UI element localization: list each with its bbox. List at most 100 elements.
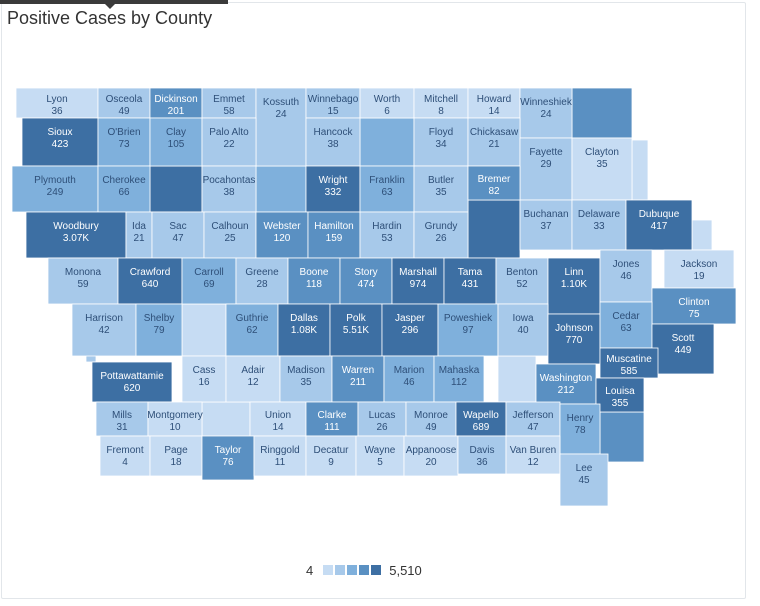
county-wayne[interactable] — [355, 435, 405, 477]
county-clarke[interactable] — [305, 401, 359, 437]
county-calhoun[interactable] — [203, 211, 257, 259]
county-name-story: Story — [354, 267, 377, 278]
county-shape-2[interactable] — [149, 165, 203, 213]
county-woodbury[interactable] — [25, 211, 127, 259]
county-value-ida: 21 — [133, 233, 145, 244]
county-delaware[interactable] — [571, 199, 627, 251]
county-shape-4[interactable] — [467, 199, 521, 259]
county-shape-6[interactable] — [497, 355, 537, 403]
county-value-poweshiek: 97 — [462, 325, 474, 336]
county-poweshiek[interactable] — [437, 303, 499, 357]
county-hamilton[interactable] — [307, 211, 361, 259]
county-bremer[interactable] — [467, 165, 521, 201]
county-wapello[interactable] — [455, 401, 507, 437]
county-butler[interactable] — [413, 165, 469, 213]
county-union[interactable] — [249, 401, 307, 437]
county-winneshiek[interactable] — [519, 87, 573, 139]
county-fremont[interactable] — [99, 435, 151, 477]
county-montgomery[interactable] — [147, 401, 203, 437]
county-value-montgomery: 10 — [169, 422, 181, 433]
county-carroll[interactable] — [181, 257, 237, 305]
county-boone[interactable] — [287, 257, 341, 305]
county-shape-3[interactable] — [255, 165, 307, 213]
county-shape-5[interactable] — [181, 303, 227, 357]
county-iowa[interactable] — [497, 303, 549, 357]
county-tama[interactable] — [443, 257, 497, 305]
county-floyd[interactable] — [413, 117, 469, 167]
county-name-washington: Washington — [540, 373, 592, 384]
county-johnson[interactable] — [547, 313, 601, 365]
county-page[interactable] — [149, 435, 203, 477]
county-polk[interactable] — [329, 303, 383, 357]
county-shelby[interactable] — [135, 303, 183, 357]
county-lyon[interactable] — [15, 87, 99, 119]
county-hancock[interactable] — [305, 117, 361, 167]
county-value-lee: 45 — [578, 475, 590, 486]
county-jones[interactable] — [599, 249, 653, 303]
county-worth[interactable] — [359, 87, 415, 119]
county-name-fayette: Fayette — [529, 147, 563, 158]
county-mahaska[interactable] — [433, 355, 485, 403]
county-jefferson[interactable] — [505, 401, 561, 437]
county-franklin[interactable] — [359, 165, 415, 213]
county-emmet[interactable] — [201, 87, 257, 119]
county-marshall[interactable] — [391, 257, 445, 305]
county-hardin[interactable] — [359, 211, 415, 259]
county-howard[interactable] — [467, 87, 521, 119]
county-dubuque[interactable] — [625, 199, 693, 251]
county-mitchell[interactable] — [413, 87, 469, 119]
county-shape-1[interactable] — [359, 117, 415, 167]
county-madison[interactable] — [279, 355, 333, 403]
county-o-brien[interactable] — [97, 117, 151, 167]
county-harrison[interactable] — [71, 303, 137, 357]
county-louisa[interactable] — [595, 377, 645, 413]
county-osceola[interactable] — [97, 87, 151, 119]
county-decatur[interactable] — [305, 435, 357, 477]
county-shape-12[interactable] — [691, 219, 713, 251]
county-shape-7[interactable] — [201, 401, 251, 437]
county-name-union: Union — [265, 410, 291, 421]
county-buchanan[interactable] — [519, 199, 573, 251]
county-name-clayton: Clayton — [585, 147, 619, 158]
county-pocahontas[interactable] — [201, 165, 257, 213]
county-scott[interactable] — [651, 323, 715, 375]
county-value-worth: 6 — [384, 106, 390, 117]
county-name-jackson: Jackson — [681, 259, 718, 270]
county-jackson[interactable] — [663, 249, 735, 289]
county-greene[interactable] — [235, 257, 289, 305]
county-name-scott: Scott — [672, 333, 695, 344]
county-value-o-brien: 73 — [118, 139, 130, 150]
county-ringgold[interactable] — [253, 435, 307, 477]
county-shape-9[interactable] — [631, 139, 649, 201]
county-marion[interactable] — [383, 355, 435, 403]
legend-swatch-4 — [371, 565, 382, 575]
county-name-taylor: Taylor — [215, 445, 242, 456]
county-appanoose[interactable] — [403, 435, 459, 477]
county-sac[interactable] — [151, 211, 205, 259]
county-name-wayne: Wayne — [365, 445, 396, 456]
county-lucas[interactable] — [357, 401, 407, 437]
county-taylor[interactable] — [201, 435, 255, 481]
county-van-buren[interactable] — [505, 435, 561, 475]
county-wright[interactable] — [305, 165, 361, 213]
county-jasper[interactable] — [381, 303, 439, 357]
county-monona[interactable] — [47, 257, 119, 305]
county-washington[interactable] — [535, 363, 597, 405]
county-cass[interactable] — [181, 355, 227, 403]
county-name-iowa: Iowa — [512, 313, 534, 324]
county-clinton[interactable] — [651, 287, 737, 325]
county-plymouth[interactable] — [11, 165, 99, 213]
county-cherokee[interactable] — [97, 165, 151, 213]
county-lee[interactable] — [559, 453, 609, 507]
county-palo-alto[interactable] — [201, 117, 257, 167]
county-muscatine[interactable] — [599, 347, 659, 379]
county-benton[interactable] — [495, 257, 549, 305]
county-mills[interactable] — [95, 401, 149, 437]
county-cedar[interactable] — [599, 301, 653, 349]
county-chickasaw[interactable] — [467, 117, 521, 167]
county-pottawattamie[interactable] — [91, 361, 173, 403]
county-shape-0[interactable] — [571, 87, 633, 139]
county-fayette[interactable] — [519, 137, 573, 201]
county-warren[interactable] — [331, 355, 385, 403]
county-henry[interactable] — [559, 403, 601, 455]
